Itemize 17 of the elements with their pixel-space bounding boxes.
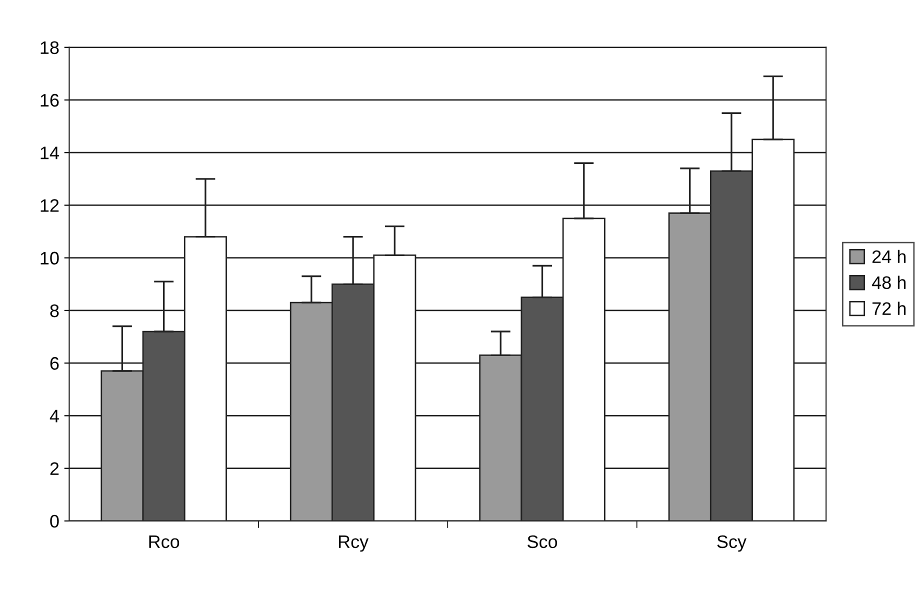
y-tick-label: 18 xyxy=(40,41,59,54)
y-tick-label: 14 xyxy=(40,146,59,160)
y-tick-label: 10 xyxy=(40,252,59,265)
y-tick-label: 4 xyxy=(50,410,59,422)
y-tick-label: 16 xyxy=(40,94,59,107)
y-tick-label: 12 xyxy=(40,199,59,212)
y-tick-label: 6 xyxy=(50,357,59,370)
x-tick-label: Rco xyxy=(149,536,180,548)
y-tick-label: 0 xyxy=(50,514,59,528)
legend-label: 24 h xyxy=(872,250,906,263)
x-tick-label: Sco xyxy=(528,535,558,548)
y-tick-label: 8 xyxy=(50,304,59,318)
x-tick-label: Scy xyxy=(717,535,746,552)
legend-label: 72 h xyxy=(872,302,906,315)
legend-label: 48 h xyxy=(872,276,906,290)
y-tick-label: 2 xyxy=(50,462,59,475)
x-tick-label: Rcy xyxy=(338,536,369,552)
